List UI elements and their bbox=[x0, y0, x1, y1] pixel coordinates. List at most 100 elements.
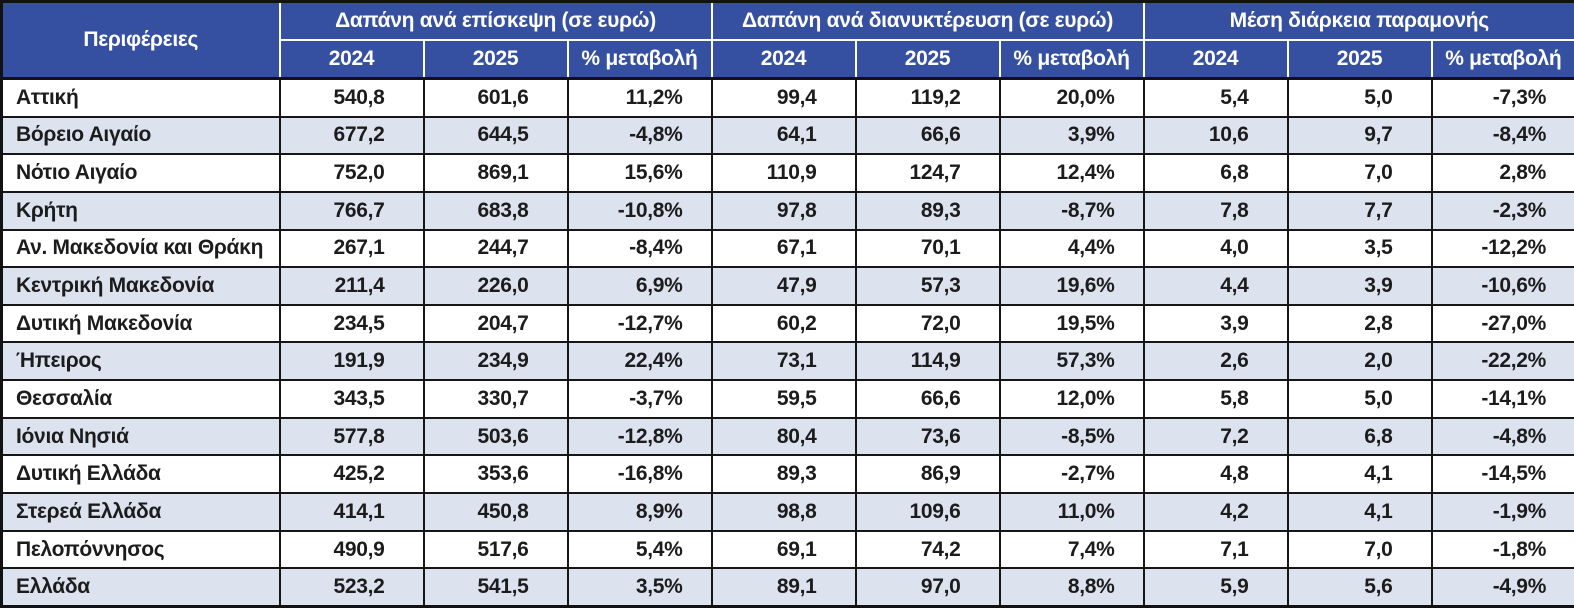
value-cell: 2,6 bbox=[1142, 341, 1289, 382]
value-cell: 89,3 bbox=[854, 190, 1001, 231]
value-cell: 541,5 bbox=[422, 567, 569, 608]
group-header-expense-per-overnight: Δαπάνη ανά διανυκτέρευση (σε ευρώ) bbox=[710, 0, 1145, 41]
value-cell: 66,6 bbox=[854, 115, 1001, 156]
pct-change-cell: 11,2% bbox=[566, 77, 713, 118]
table-row: Αν. Μακεδονία και Θράκη 267,1 244,7 -8,4% 67… bbox=[0, 228, 1574, 269]
value-cell: 601,6 bbox=[422, 77, 569, 118]
region-name-cell: Θεσσαλία bbox=[0, 379, 281, 419]
value-cell: 4,1 bbox=[1286, 492, 1433, 532]
value-cell: 4,4 bbox=[1142, 266, 1289, 306]
pct-change-cell: 57,3% bbox=[998, 341, 1145, 382]
pct-change-cell: 12,4% bbox=[998, 153, 1145, 193]
region-name-cell: Στερεά Ελλάδα bbox=[0, 492, 281, 532]
value-cell: 110,9 bbox=[710, 153, 857, 193]
value-cell: 69,1 bbox=[710, 529, 857, 570]
pct-change-cell: 3,9% bbox=[998, 115, 1145, 156]
pct-change-cell: 3,5% bbox=[566, 567, 713, 608]
value-cell: 89,1 bbox=[710, 567, 857, 608]
table-row: Αττική 540,8 601,6 11,2% 99,4 119,2 20,0% 5,4 5,… bbox=[0, 77, 1574, 118]
value-cell: 234,5 bbox=[278, 303, 425, 344]
sub-header-pct-change: % μεταβολή bbox=[566, 39, 713, 80]
value-cell: 7,2 bbox=[1142, 416, 1289, 457]
value-cell: 74,2 bbox=[854, 529, 1001, 570]
value-cell: 72,0 bbox=[854, 303, 1001, 344]
pct-change-cell: 19,6% bbox=[998, 266, 1145, 306]
value-cell: 330,7 bbox=[422, 379, 569, 419]
value-cell: 211,4 bbox=[278, 266, 425, 306]
sub-header-row: 2024 2025% μεταβολή 2024 2025% μεταβολή 2024… bbox=[2, 39, 1574, 80]
table-row: Κρήτη 766,7 683,8 -10,8% 97,8 89,3 -8,7% 7,8 7,7… bbox=[0, 190, 1574, 231]
value-cell: 5,4 bbox=[1142, 77, 1289, 118]
sub-header-pct-change: % μεταβολή bbox=[998, 39, 1145, 80]
value-cell: 109,6 bbox=[854, 492, 1001, 532]
value-cell: 89,3 bbox=[710, 454, 857, 495]
table-row: Νότιο Αιγαίο 752,0 869,1 15,6% 110,9 124,7 12,… bbox=[0, 153, 1574, 193]
pct-change-cell: -12,2% bbox=[1430, 228, 1574, 269]
region-name-cell: Κρήτη bbox=[0, 190, 281, 231]
value-cell: 5,6 bbox=[1286, 567, 1433, 608]
pct-change-cell: -2,3% bbox=[1430, 190, 1574, 231]
region-name-cell: Αν. Μακεδονία και Θράκη bbox=[0, 228, 281, 269]
sub-header-2024: 2024 bbox=[710, 39, 857, 80]
value-cell: 234,9 bbox=[422, 341, 569, 382]
value-cell: 9,7 bbox=[1286, 115, 1433, 156]
table-header: Περιφέρειες Δαπάνη ανά επίσκεψη (σε ευρώ… bbox=[0, 0, 1574, 80]
value-cell: 99,4 bbox=[710, 77, 857, 118]
value-cell: 67,1 bbox=[710, 228, 857, 269]
group-header-expense-per-visit: Δαπάνη ανά επίσκεψη (σε ευρώ) bbox=[278, 0, 713, 41]
region-name-cell: Δυτική Ελλάδα bbox=[0, 454, 281, 495]
value-cell: 5,8 bbox=[1142, 379, 1289, 419]
region-name-cell: Πελοπόννησος bbox=[0, 529, 281, 570]
value-cell: 517,6 bbox=[422, 529, 569, 570]
value-cell: 677,2 bbox=[278, 115, 425, 156]
value-cell: 2,8 bbox=[1286, 303, 1433, 344]
value-cell: 7,8 bbox=[1142, 190, 1289, 231]
region-name-cell: Νότιο Αιγαίο bbox=[0, 153, 281, 193]
value-cell: 6,8 bbox=[1142, 153, 1289, 193]
sub-header-pct-change: % μεταβολή bbox=[1430, 39, 1574, 80]
pct-change-cell: 19,5% bbox=[998, 303, 1145, 344]
value-cell: 60,2 bbox=[710, 303, 857, 344]
value-cell: 414,1 bbox=[278, 492, 425, 532]
pct-change-cell: -12,7% bbox=[566, 303, 713, 344]
pct-change-cell: 20,0% bbox=[998, 77, 1145, 118]
sub-header-2025: 2025 bbox=[422, 39, 569, 80]
pct-change-cell: -4,8% bbox=[1430, 416, 1574, 457]
value-cell: 119,2 bbox=[854, 77, 1001, 118]
pct-change-cell: -3,7% bbox=[566, 379, 713, 419]
pct-change-cell: -12,8% bbox=[566, 416, 713, 457]
pct-change-cell: 22,4% bbox=[566, 341, 713, 382]
region-name-cell: Ελλάδα bbox=[0, 567, 281, 608]
value-cell: 226,0 bbox=[422, 266, 569, 306]
pct-change-cell: -4,8% bbox=[566, 115, 713, 156]
value-cell: 80,4 bbox=[710, 416, 857, 457]
value-cell: 450,8 bbox=[422, 492, 569, 532]
table-row: Στερεά Ελλάδα 414,1 450,8 8,9% 98,8 109,6 11,0… bbox=[0, 492, 1574, 532]
value-cell: 98,8 bbox=[710, 492, 857, 532]
value-cell: 64,1 bbox=[710, 115, 857, 156]
table-row: Βόρειο Αιγαίο 677,2 644,5 -4,8% 64,1 66,6 3,9%… bbox=[0, 115, 1574, 156]
table-row: Κεντρική Μακεδονία 211,4 226,0 6,9% 47,9 57,3… bbox=[0, 266, 1574, 306]
value-cell: 7,1 bbox=[1142, 529, 1289, 570]
value-cell: 343,5 bbox=[278, 379, 425, 419]
value-cell: 6,8 bbox=[1286, 416, 1433, 457]
pct-change-cell: 11,0% bbox=[998, 492, 1145, 532]
table-row: Ιόνια Νησιά 577,8 503,6 -12,8% 80,4 73,6 -8,5%… bbox=[0, 416, 1574, 457]
group-header-average-stay-duration: Μέση διάρκεια παραμονής bbox=[1142, 0, 1574, 41]
value-cell: 869,1 bbox=[422, 153, 569, 193]
value-cell: 66,6 bbox=[854, 379, 1001, 419]
value-cell: 244,7 bbox=[422, 228, 569, 269]
value-cell: 3,9 bbox=[1142, 303, 1289, 344]
pct-change-cell: 2,8% bbox=[1430, 153, 1574, 193]
region-name-cell: Κεντρική Μακεδονία bbox=[0, 266, 281, 306]
pct-change-cell: -10,6% bbox=[1430, 266, 1574, 306]
value-cell: 73,6 bbox=[854, 416, 1001, 457]
value-cell: 191,9 bbox=[278, 341, 425, 382]
region-name-cell: Αττική bbox=[0, 77, 281, 118]
pct-change-cell: 7,4% bbox=[998, 529, 1145, 570]
region-name-cell: Ιόνια Νησιά bbox=[0, 416, 281, 457]
pct-change-cell: -2,7% bbox=[998, 454, 1145, 495]
value-cell: 7,7 bbox=[1286, 190, 1433, 231]
sub-header-2025: 2025 bbox=[1286, 39, 1433, 80]
